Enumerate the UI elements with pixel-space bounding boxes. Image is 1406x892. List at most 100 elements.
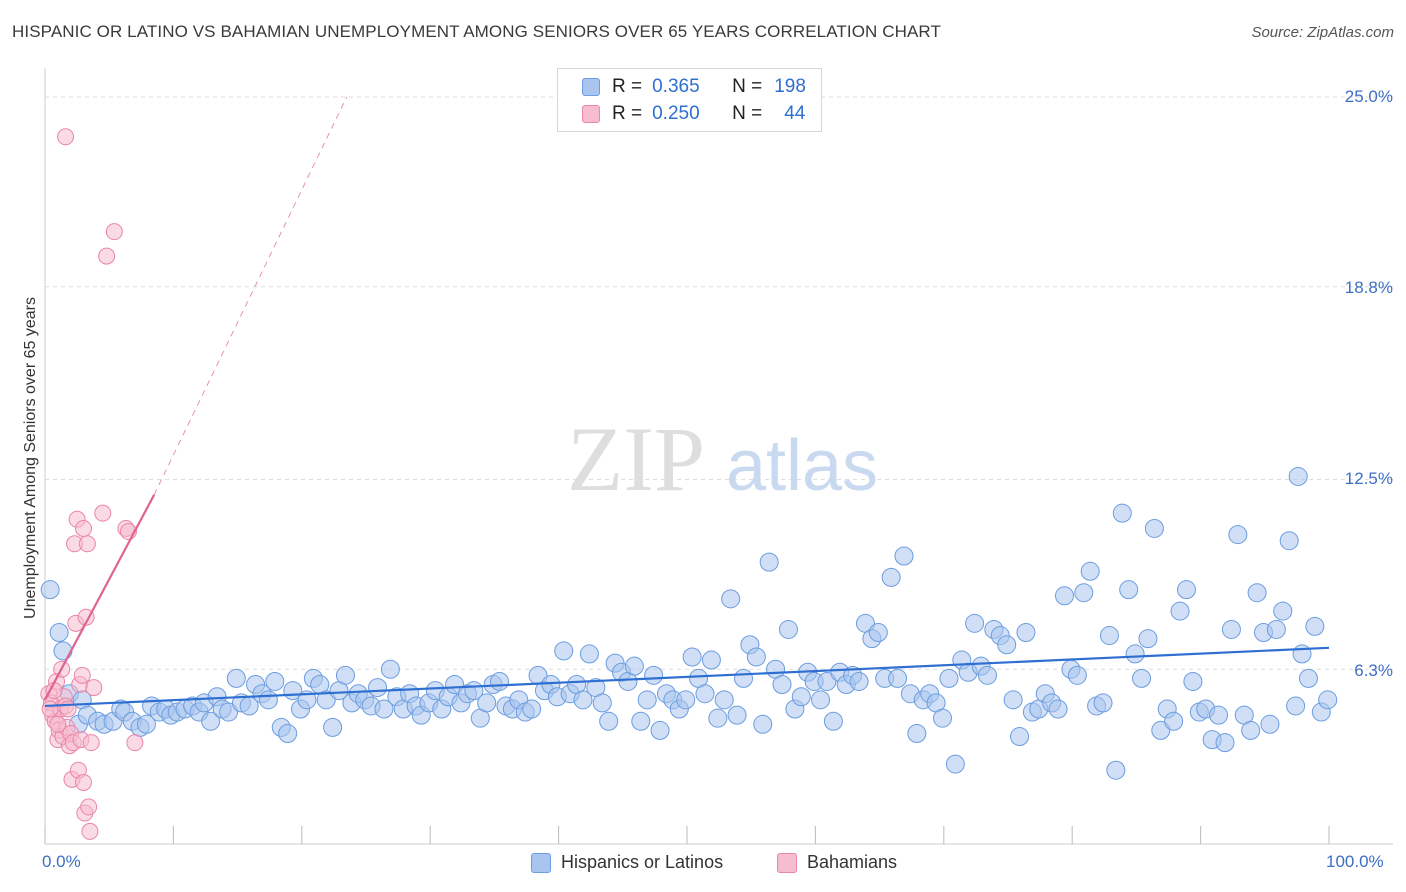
hispanics-point <box>965 613 985 633</box>
hispanics-point <box>1048 699 1068 719</box>
hispanics-point <box>733 668 753 688</box>
bottom-legend-swatch-pink <box>777 852 797 873</box>
legend-r-label: R = <box>612 76 643 97</box>
hispanics-point <box>1298 668 1318 688</box>
bottom-legend-label-hispanics: Hispanics or Latinos <box>561 852 724 872</box>
bahamians-trend-line <box>44 494 156 701</box>
bahamians-point <box>85 679 103 697</box>
hispanics-point <box>746 647 766 667</box>
bahamians-trend-extension <box>153 96 348 496</box>
bahamians-point <box>105 223 123 241</box>
hispanics-point <box>631 711 651 731</box>
legend-r-value: 0.365 <box>652 76 700 97</box>
hispanics-point <box>644 665 664 685</box>
hispanics-point <box>1054 586 1074 606</box>
bottom-legend-bahamians: Bahamians <box>777 852 897 873</box>
watermark: ZIP atlas <box>567 408 878 510</box>
hispanics-point <box>1260 714 1280 734</box>
x-tick-label-max: 100.0% <box>1326 852 1384 871</box>
hispanics-point <box>374 699 394 719</box>
hispanics-point <box>380 659 400 679</box>
hispanics-point <box>1164 711 1184 731</box>
legend-row-hispanics: R = 0.365 N = 198 <box>582 75 806 99</box>
bahamians-point <box>78 535 96 553</box>
hispanics-point <box>823 711 843 731</box>
hispanics-point <box>1010 727 1030 747</box>
bahamians-point <box>59 700 77 718</box>
hispanics-point <box>945 754 965 774</box>
hispanics-point <box>791 687 811 707</box>
bahamians-point <box>75 773 93 791</box>
hispanics-point <box>849 671 869 691</box>
hispanics-point <box>772 675 792 695</box>
hispanics-point <box>708 708 728 728</box>
bahamians-point <box>73 666 91 684</box>
hispanics-point <box>997 635 1017 655</box>
hispanics-point <box>881 567 901 587</box>
legend-row-bahamians: R = 0.250 N = 44 <box>582 102 805 126</box>
hispanics-point <box>1273 601 1293 621</box>
hispanics-point <box>977 665 997 685</box>
hispanics-point <box>40 580 60 600</box>
hispanics-point <box>490 671 510 691</box>
bahamians-point <box>98 247 116 265</box>
hispanics-point <box>811 690 831 710</box>
hispanics-point <box>1176 580 1196 600</box>
bahamians-point <box>57 128 75 146</box>
bahamians-point <box>80 798 98 816</box>
y-tick-label-12-5: 12.5% <box>1344 469 1393 488</box>
hispanics-point <box>1286 696 1306 716</box>
hispanics-point <box>1279 531 1299 551</box>
hispanics-point <box>316 690 336 710</box>
bahamians-point <box>81 822 99 840</box>
hispanics-point <box>1183 671 1203 691</box>
hispanics-point <box>1099 626 1119 646</box>
bahamians-point <box>82 734 100 752</box>
legend-swatch-blue <box>582 78 600 96</box>
hispanics-point <box>650 720 670 740</box>
correlation-legend: R = 0.365 N = 198 R = 0.250 N = 44 <box>557 68 822 132</box>
series-hispanics-points <box>40 466 1338 780</box>
watermark-atlas: atlas <box>726 426 878 506</box>
hispanics-point <box>1112 503 1132 523</box>
bahamians-point <box>75 519 93 537</box>
chart-title: HISPANIC OR LATINO VS BAHAMIAN UNEMPLOYM… <box>12 22 941 41</box>
hispanics-point <box>1215 733 1235 753</box>
hispanics-point <box>907 723 927 743</box>
hispanics-point <box>477 693 497 713</box>
hispanics-point <box>695 684 715 704</box>
hispanics-point <box>1247 583 1267 603</box>
hispanics-point <box>49 623 69 642</box>
hispanics-point <box>1292 644 1312 664</box>
bahamians-point <box>41 700 59 718</box>
hispanics-point <box>265 671 285 691</box>
hispanics-point <box>1170 601 1190 621</box>
hispanics-point <box>1221 619 1241 639</box>
hispanics-point <box>637 690 657 710</box>
hispanics-point <box>624 656 644 676</box>
hispanics-point <box>1288 466 1308 486</box>
legend-swatch-pink <box>582 105 600 123</box>
hispanics-point <box>1241 720 1261 740</box>
hispanics-point <box>682 647 702 667</box>
hispanics-point <box>201 711 221 731</box>
hispanics-point <box>1093 693 1113 713</box>
hispanics-point <box>1144 518 1164 538</box>
hispanics-point <box>592 693 612 713</box>
hispanics-point <box>1016 623 1036 642</box>
hispanics-point <box>579 644 599 664</box>
y-axis-label: Unemployment Among Seniors over 65 years <box>22 297 39 619</box>
hispanics-point <box>1132 668 1152 688</box>
series-bahamians-points <box>40 128 144 840</box>
hispanics-point <box>721 589 741 609</box>
hispanics-point <box>1125 644 1145 664</box>
hispanics-point <box>1106 760 1126 780</box>
hispanics-point <box>554 641 574 661</box>
hispanics-point <box>53 641 73 661</box>
hispanics-point <box>753 714 773 734</box>
hispanics-point <box>1067 665 1087 685</box>
hispanics-point <box>868 623 888 642</box>
hispanics-point <box>1003 690 1023 710</box>
hispanics-point <box>676 690 696 710</box>
